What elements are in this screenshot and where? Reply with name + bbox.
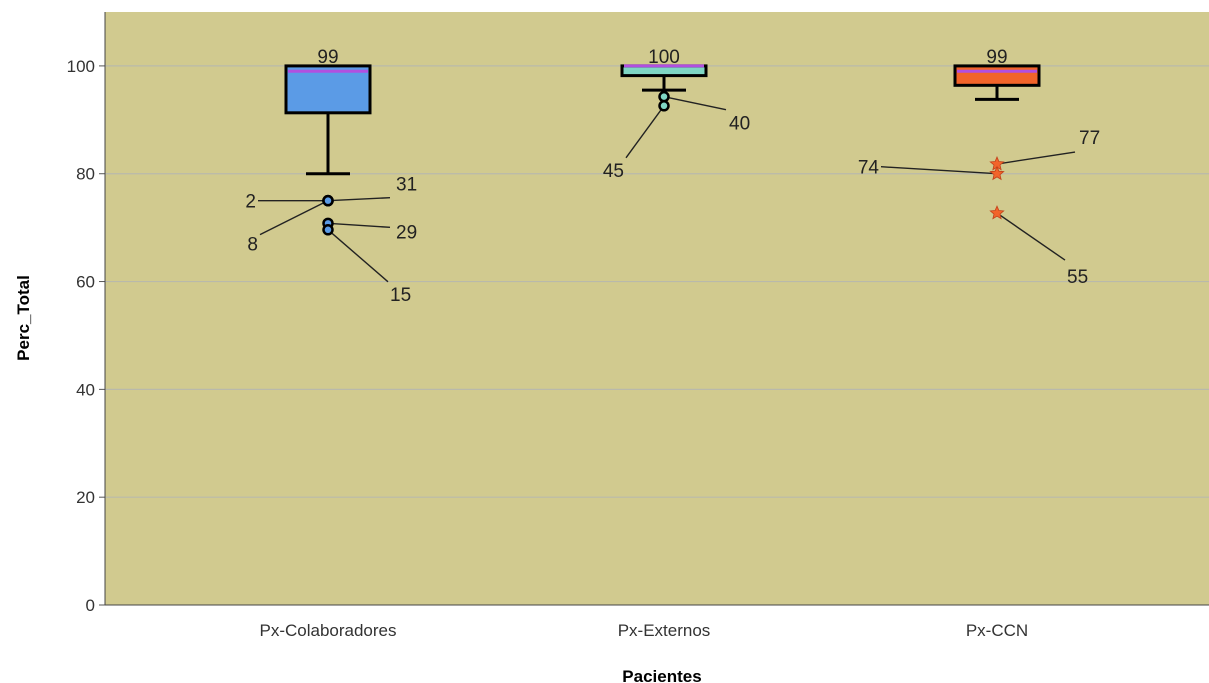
x-axis-title: Pacientes (622, 667, 701, 683)
outlier-15: 15 (322, 224, 411, 306)
x-tick-label: Px-Colaboradores (259, 621, 396, 640)
outlier-star-marker (989, 205, 1005, 220)
outlier-label: 29 (396, 222, 417, 243)
leader-line (327, 196, 391, 202)
leader-line (327, 229, 389, 283)
leader-line (880, 166, 998, 175)
x-axis-ticks: Px-Colaboradores Px-Externos Px-CCN (259, 621, 1028, 640)
outlier-star-marker (989, 165, 1005, 181)
outlier-label: 2 (245, 192, 256, 213)
y-tick-label: 40 (76, 380, 95, 399)
leader-line (625, 105, 665, 159)
outlier-label: 8 (247, 235, 258, 256)
outlier-45: 45 (603, 100, 670, 182)
outliers: 2 8 31 29 15 40 45 77 74 55 (245, 90, 1100, 306)
y-tick-label: 0 (86, 596, 95, 615)
box-px-ccn: 99 (953, 47, 1041, 101)
outlier-31: 31 (322, 175, 417, 207)
leader-line (327, 222, 391, 229)
boxes: 99 100 99 (284, 47, 1041, 176)
outlier-40: 40 (658, 90, 750, 135)
median-label: 100 (648, 47, 680, 68)
y-tick-label: 20 (76, 488, 95, 507)
median-label: 99 (986, 47, 1007, 68)
outlier-circle-marker (658, 100, 670, 112)
outlier-74: 74 (858, 158, 1005, 181)
leader-line (996, 212, 1066, 261)
x-tick-label: Px-Externos (618, 621, 711, 640)
box-px-externos: 100 (620, 47, 708, 92)
outlier-label: 77 (1079, 128, 1100, 149)
y-tick-label: 100 (67, 57, 95, 76)
outlier-circle-marker (322, 194, 334, 207)
median-label: 99 (317, 47, 338, 68)
outlier-55: 55 (989, 205, 1088, 288)
outlier-label: 31 (396, 175, 417, 196)
outlier-label: 15 (390, 285, 411, 306)
box-rect (284, 64, 372, 115)
outlier-label: 74 (858, 158, 880, 179)
outlier-circle-marker (322, 224, 334, 236)
y-tick-label: 80 (76, 165, 95, 184)
box-px-colaboradores: 99 (284, 47, 372, 176)
leader-line (663, 95, 727, 111)
y-axis-title: Perc_Total (14, 275, 33, 361)
y-tick-label: 60 (76, 273, 95, 292)
leader-line (996, 151, 1076, 165)
outlier-circle-marker (658, 90, 670, 103)
outlier-label: 45 (603, 161, 624, 182)
y-axis-ticks: 0 20 40 60 80 100 (67, 12, 1209, 615)
x-tick-label: Px-CCN (966, 621, 1028, 640)
leader-line (259, 200, 329, 236)
box-rect (953, 64, 1041, 87)
outlier-label: 40 (729, 114, 750, 135)
plot-area (105, 12, 1209, 605)
outlier-label: 55 (1067, 267, 1088, 288)
